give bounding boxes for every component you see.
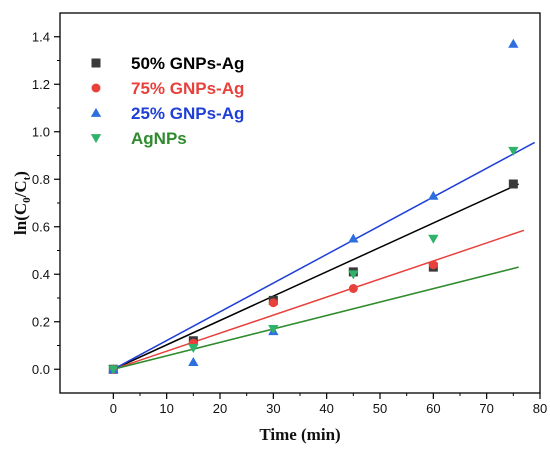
y-axis-title: ln(C0/Ct) bbox=[11, 171, 33, 235]
y-axis-ticks: 0.0 0.2 0.4 0.6 0.8 1.0 1.2 1.4 bbox=[32, 29, 60, 377]
x-tick-label: 70 bbox=[479, 401, 493, 416]
data-markers bbox=[108, 38, 519, 375]
legend-marker bbox=[90, 107, 102, 117]
y-tick-label: 0.4 bbox=[32, 267, 50, 282]
data-point bbox=[108, 365, 119, 375]
x-tick-label: 30 bbox=[266, 401, 280, 416]
fit-line-agnps bbox=[113, 266, 519, 370]
data-point bbox=[428, 190, 439, 200]
x-tick-label: 20 bbox=[213, 401, 227, 416]
fit-line-50-gnps-ag bbox=[113, 183, 519, 370]
x-tick-label: 40 bbox=[319, 401, 333, 416]
data-point bbox=[268, 298, 278, 308]
data-point bbox=[508, 179, 518, 189]
legend: 50% GNPs-Ag 75% GNPs-Ag 25% GNPs-Ag AgNPs bbox=[90, 54, 244, 148]
legend-label: 25% GNPs-Ag bbox=[131, 104, 244, 123]
y-tick-label: 0.2 bbox=[32, 314, 50, 329]
legend-marker bbox=[91, 58, 101, 68]
legend-label: AgNPs bbox=[131, 129, 187, 148]
y-tick-label: 0.0 bbox=[32, 362, 50, 377]
data-point bbox=[348, 233, 359, 243]
data-point bbox=[428, 260, 438, 270]
x-tick-label: 0 bbox=[110, 401, 117, 416]
legend-marker bbox=[90, 134, 102, 144]
data-point bbox=[428, 234, 439, 244]
x-tick-label: 50 bbox=[373, 401, 387, 416]
legend-label: 50% GNPs-Ag bbox=[131, 54, 244, 73]
fit-lines bbox=[112, 141, 536, 370]
data-point bbox=[268, 324, 279, 335]
fit-line-75-gnps-ag bbox=[113, 229, 525, 370]
y-tick-label: 0.8 bbox=[32, 172, 50, 187]
y-tick-label: 0.6 bbox=[32, 219, 50, 234]
legend-marker bbox=[91, 83, 101, 93]
data-point bbox=[348, 270, 359, 280]
x-tick-label: 80 bbox=[533, 401, 547, 416]
y-tick-label: 1.0 bbox=[32, 124, 50, 139]
data-point bbox=[188, 343, 199, 354]
y-tick-label: 1.2 bbox=[32, 77, 50, 92]
y-tick-label: 1.4 bbox=[32, 29, 50, 44]
data-point bbox=[508, 38, 519, 48]
x-tick-label: 60 bbox=[426, 401, 440, 416]
x-axis-ticks: 0 10 20 30 40 50 60 70 80 bbox=[110, 393, 547, 416]
data-point bbox=[508, 146, 519, 156]
data-point bbox=[348, 284, 358, 293]
legend-label: 75% GNPs-Ag bbox=[131, 79, 244, 98]
fit-line-25-gnps-ag bbox=[112, 141, 536, 370]
x-tick-label: 10 bbox=[159, 401, 173, 416]
data-point bbox=[188, 356, 199, 367]
x-axis-title: Time (min) bbox=[259, 425, 340, 444]
